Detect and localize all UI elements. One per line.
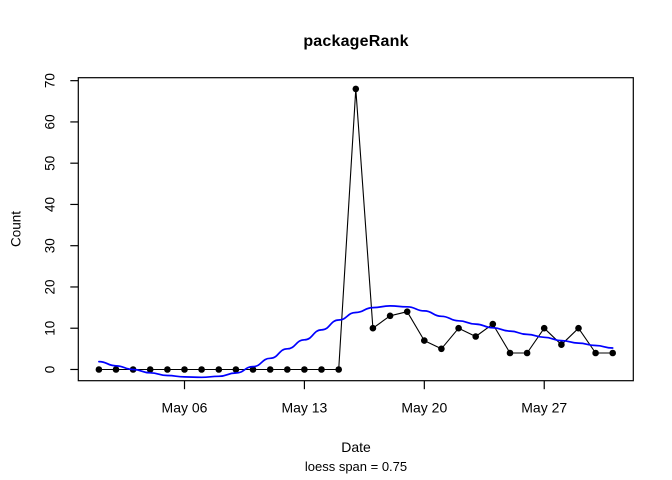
data-point [266, 366, 274, 373]
data-point [352, 85, 360, 93]
y-tick-label: 60 [43, 114, 58, 129]
data-point [455, 324, 462, 332]
data-point [386, 312, 394, 320]
y-axis-title: Count [8, 210, 24, 248]
plot-border [77, 77, 634, 382]
y-tick-label: 0 [43, 366, 58, 374]
x-tick-label: May 06 [162, 400, 208, 416]
data-point [146, 366, 154, 373]
y-tick-label: 50 [43, 156, 58, 171]
data-point [438, 345, 445, 353]
data-point [318, 366, 325, 373]
data-point [506, 349, 514, 357]
x-tick-label: May 13 [281, 400, 327, 416]
data-point [472, 333, 480, 340]
data-point [95, 366, 103, 373]
downloads-series-line [98, 88, 613, 371]
y-tick-label: 20 [43, 279, 58, 294]
data-point [421, 337, 428, 344]
x-tick-label: May 20 [401, 400, 447, 416]
data-point [575, 324, 582, 332]
data-point [489, 320, 497, 328]
loess-curve [98, 305, 614, 379]
data-point [335, 366, 343, 373]
x-axis-subtitle: loess span = 0.75 [304, 459, 408, 474]
y-tick-label: 30 [43, 238, 58, 253]
data-point [112, 366, 120, 373]
chart-title: packageRank [303, 33, 409, 50]
y-tick-label: 40 [43, 197, 58, 212]
data-point [540, 324, 548, 332]
data-point [215, 366, 223, 373]
x-tick-label: May 27 [521, 400, 567, 416]
data-point [164, 366, 171, 373]
y-tick-label: 70 [43, 73, 58, 88]
data-point [232, 366, 240, 373]
x-axis-title: Date [341, 439, 371, 455]
data-point [301, 366, 308, 373]
y-tick-label: 10 [43, 321, 58, 336]
data-point [592, 349, 599, 357]
data-point [403, 308, 411, 316]
data-point [609, 349, 616, 357]
data-point [558, 341, 565, 349]
data-point [369, 324, 377, 332]
data-point [181, 366, 188, 373]
data-point [249, 366, 257, 373]
data-point [523, 349, 531, 357]
data-point [198, 366, 205, 373]
data-point [284, 366, 291, 373]
